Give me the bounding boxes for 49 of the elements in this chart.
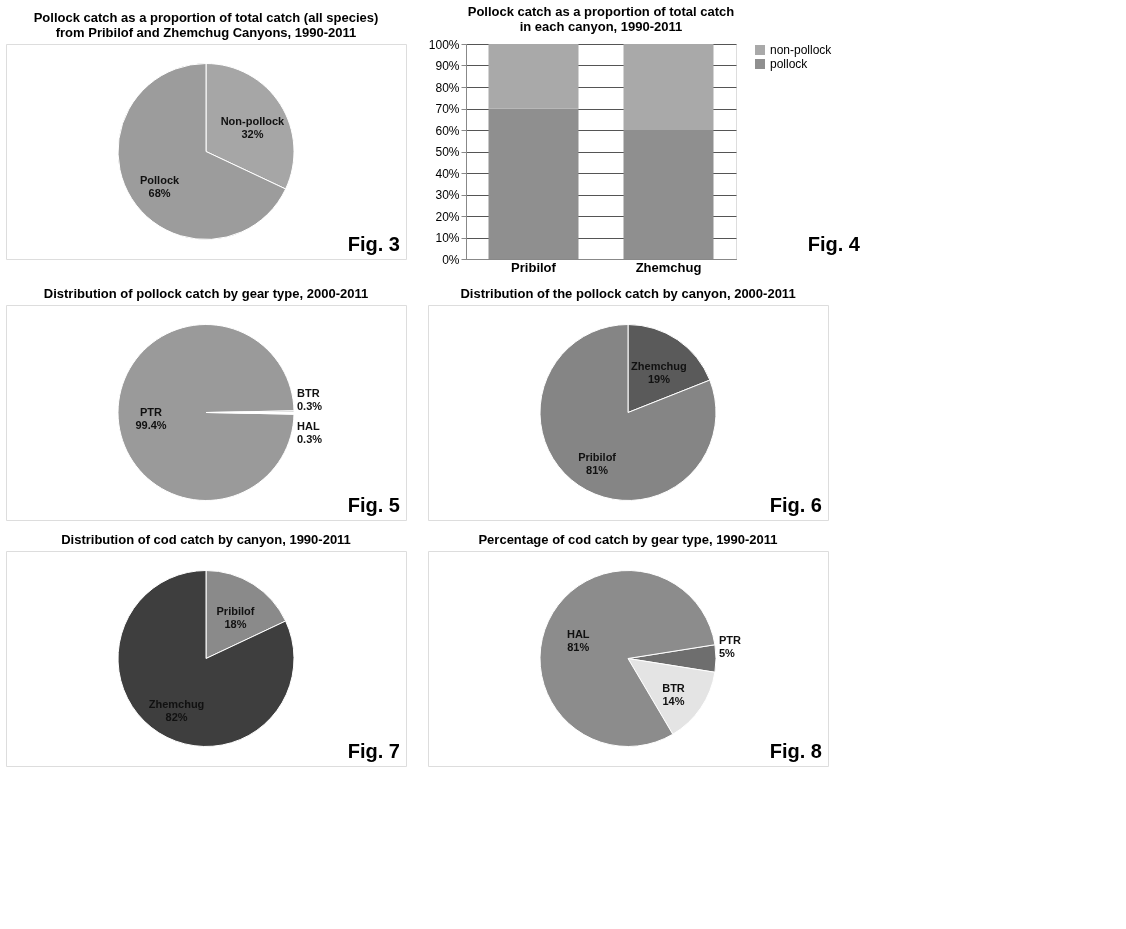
y-tick-label: 70% bbox=[435, 102, 460, 116]
slice-label: Pribilof bbox=[578, 450, 617, 463]
data-label: 0.3% bbox=[297, 399, 323, 412]
chart-title: Distribution of the pollock catch by canyon, 2000-2011 bbox=[460, 286, 796, 301]
caption: Fig. 4 bbox=[807, 233, 861, 255]
y-tick-label: 0% bbox=[442, 252, 460, 267]
chart-title: Distribution of cod catch by canyon, 1990-2011 bbox=[61, 532, 351, 547]
slice-label: HAL bbox=[297, 420, 320, 433]
slice-label: Zhemchug bbox=[631, 360, 687, 373]
text: Pollock catch as a proportion of total catch bbox=[467, 4, 735, 19]
legend-label: non-pollock bbox=[770, 43, 833, 57]
text: in each canyon, 1990-2011 bbox=[519, 19, 683, 34]
text: from Pribilof and Zhemchug Canyons, 1990-2011 bbox=[55, 25, 357, 40]
data-label: 81% bbox=[567, 641, 590, 654]
slice-label: Pribilof bbox=[216, 605, 255, 618]
data-label: 99.4% bbox=[135, 418, 167, 431]
y-tick-label: 40% bbox=[435, 166, 460, 181]
data-label: 81% bbox=[586, 463, 609, 476]
y-tick-label: 100% bbox=[428, 37, 460, 52]
caption: Fig. 7 bbox=[347, 740, 400, 762]
data-label: 14% bbox=[662, 695, 685, 708]
y-tick-label: 50% bbox=[435, 145, 460, 159]
text: Pollock catch as a proportion of total catch (all species) bbox=[33, 10, 379, 25]
y-tick-label: 30% bbox=[435, 188, 460, 202]
data-label: 19% bbox=[647, 373, 671, 386]
legend-label: pollock bbox=[770, 57, 809, 71]
data-label: 5% bbox=[719, 646, 736, 659]
slice-label: BTR bbox=[297, 386, 320, 399]
chart-title: Percentage of cod catch by gear type, 1990-2011 bbox=[478, 532, 778, 547]
data-label: 18% bbox=[224, 618, 247, 631]
slice-label: PTR bbox=[719, 633, 742, 646]
y-tick-label: 20% bbox=[435, 209, 460, 224]
chart-title: Distribution of pollock catch by gear type, 2000-2011 bbox=[43, 286, 369, 301]
slice-label: HAL bbox=[566, 628, 590, 641]
y-tick-label: 80% bbox=[435, 80, 460, 95]
slice-label: Pollock bbox=[140, 173, 180, 186]
y-tick-label: 10% bbox=[435, 231, 460, 245]
caption: Fig. 6 bbox=[769, 494, 822, 516]
data-label: 0.3% bbox=[297, 433, 323, 446]
data-label: 68% bbox=[148, 186, 171, 199]
slice-label: BTR bbox=[662, 682, 685, 695]
y-tick-label: 60% bbox=[435, 123, 460, 138]
slice-label: PTR bbox=[140, 405, 163, 418]
caption: Fig. 8 bbox=[769, 740, 822, 762]
caption: Fig. 3 bbox=[347, 233, 400, 255]
data-label: 32% bbox=[241, 128, 264, 141]
slice-label: Non-pollock bbox=[220, 115, 286, 128]
caption: Fig. 5 bbox=[347, 494, 400, 516]
y-tick-label: 90% bbox=[435, 59, 460, 73]
